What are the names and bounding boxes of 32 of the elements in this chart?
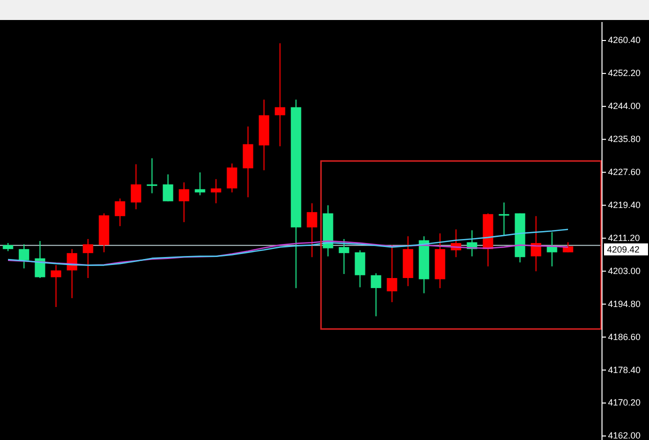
y-tick-label: 4260.40 [608, 35, 641, 46]
y-tick-label: 4178.40 [608, 364, 641, 375]
candlestick [178, 182, 190, 223]
candlestick [194, 172, 206, 196]
candlestick [82, 238, 94, 279]
y-tick-label: 4194.80 [608, 298, 641, 309]
candlestick [50, 264, 62, 308]
y-tick-label: 4203.00 [608, 266, 641, 276]
y-tick-label: 4244.00 [608, 101, 641, 112]
candlestick [162, 174, 174, 202]
y-tick-label: 4219.40 [608, 200, 641, 210]
y-tick-label: 4252.20 [608, 68, 641, 78]
candlestick [274, 42, 286, 147]
candlestick [130, 164, 142, 210]
candlestick [386, 244, 398, 303]
candlestick [146, 158, 158, 194]
candlestick [354, 250, 366, 288]
candlestick [338, 238, 350, 275]
candlestick [498, 202, 510, 236]
y-tick-label: 4186.60 [608, 332, 641, 342]
candlestick [306, 202, 318, 258]
y-tick-label: 4235.80 [608, 134, 641, 144]
candlestick [210, 178, 222, 204]
candlestick [114, 198, 126, 227]
candlestick [370, 272, 382, 317]
ref-line-label: 4209.42 [607, 244, 640, 255]
candlestick [18, 244, 30, 269]
y-tick-label: 4162.00 [608, 430, 641, 440]
y-tick-label: 4211.20 [608, 232, 640, 243]
candlestick [226, 162, 238, 193]
y-tick-label: 4170.20 [608, 398, 641, 408]
y-tick-label: 4227.60 [608, 167, 641, 178]
